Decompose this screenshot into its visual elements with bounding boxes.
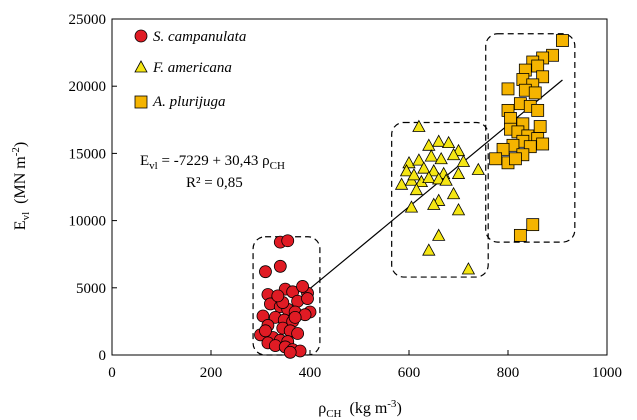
point-f-americana <box>451 166 466 179</box>
point-s-campanulata <box>259 324 272 338</box>
point-f-americana <box>409 182 424 196</box>
legend: S. campanulata F. americana A. plurijuga <box>134 29 246 110</box>
plot-frame <box>111 18 608 356</box>
point-f-americana <box>404 200 419 213</box>
point-f-americana <box>471 162 485 175</box>
point-f-americana <box>432 228 446 241</box>
point-f-americana <box>422 170 436 183</box>
point-f-americana <box>407 168 421 181</box>
point-f-americana <box>432 134 446 147</box>
point-f-americana <box>432 172 446 185</box>
data-points <box>254 34 569 359</box>
point-s-campanulata <box>296 280 309 293</box>
point-a-plurijuga <box>504 112 517 125</box>
point-f-americana <box>451 203 466 216</box>
point-f-americana <box>424 149 438 162</box>
x-tick-label: 800 <box>497 365 520 381</box>
point-a-plurijuga <box>496 142 510 156</box>
legend-marker-s-campanulata <box>134 29 148 43</box>
point-f-americana <box>446 147 461 161</box>
point-f-americana <box>399 164 414 177</box>
x-tick-label: 600 <box>398 365 421 381</box>
point-f-americana <box>412 119 426 132</box>
point-f-americana <box>446 186 461 200</box>
point-a-plurijuga <box>531 59 545 73</box>
legend-label-s-campanulata: S. campanulata <box>153 29 246 45</box>
y-tick-label: 0 <box>99 348 107 364</box>
y-axis-label: Evl (MN m-2) <box>10 142 32 230</box>
point-s-campanulata <box>281 234 295 248</box>
axes: 0 200 400 600 800 100005000100001500020000250… <box>69 12 623 381</box>
point-f-americana <box>427 164 441 177</box>
point-f-americana <box>441 135 456 149</box>
point-s-campanulata <box>273 259 287 273</box>
point-a-plurijuga <box>489 152 503 166</box>
point-f-americana <box>427 197 441 210</box>
point-a-plurijuga <box>509 152 522 166</box>
legend-marker-a-plurijuga <box>134 95 148 109</box>
point-a-plurijuga <box>526 218 540 232</box>
x-tick-label: 0 <box>108 365 116 381</box>
point-f-americana <box>439 173 453 186</box>
point-s-campanulata <box>291 327 305 340</box>
point-f-americana <box>417 161 431 174</box>
y-tick-label: 10000 <box>69 214 107 230</box>
legend-label-f-americana: F. americana <box>152 60 232 76</box>
point-f-americana <box>402 155 416 169</box>
point-f-americana <box>412 153 426 166</box>
y-tick-label: 5000 <box>76 281 106 297</box>
point-s-campanulata <box>271 289 285 303</box>
point-s-campanulata <box>259 265 272 279</box>
x-tick-label: 400 <box>299 365 322 381</box>
point-a-plurijuga <box>556 34 569 47</box>
point-a-plurijuga <box>536 70 550 84</box>
y-tick-label: 15000 <box>69 146 107 162</box>
point-f-americana <box>422 138 436 151</box>
point-f-americana <box>456 154 471 167</box>
point-a-plurijuga <box>531 103 545 117</box>
point-a-plurijuga <box>528 86 542 100</box>
legend-marker-f-americana <box>134 60 148 73</box>
r-squared-label: R² = 0,85 <box>186 175 243 191</box>
point-f-americana <box>422 243 436 256</box>
point-s-campanulata <box>301 292 314 305</box>
point-f-americana <box>461 262 476 275</box>
group-box <box>485 33 576 243</box>
point-a-plurijuga <box>536 137 550 151</box>
legend-label-a-plurijuga: A. plurijuga <box>152 94 226 110</box>
point-f-americana <box>434 151 448 165</box>
y-tick-label: 20000 <box>69 79 107 95</box>
point-a-plurijuga <box>501 82 515 96</box>
x-axis-label: ρCH (kg m-3) <box>318 398 402 420</box>
point-a-plurijuga <box>533 120 547 133</box>
point-f-americana <box>394 177 409 190</box>
x-tick-label: 200 <box>200 365 223 381</box>
x-tick-label: 1000 <box>592 365 622 381</box>
y-tick-label: 25000 <box>69 12 107 28</box>
point-a-plurijuga <box>513 228 527 242</box>
point-s-campanulata <box>283 345 297 359</box>
regression-equation: Evl = -7229 + 30,43 ρCH <box>140 153 285 172</box>
point-s-campanulata <box>288 310 302 324</box>
